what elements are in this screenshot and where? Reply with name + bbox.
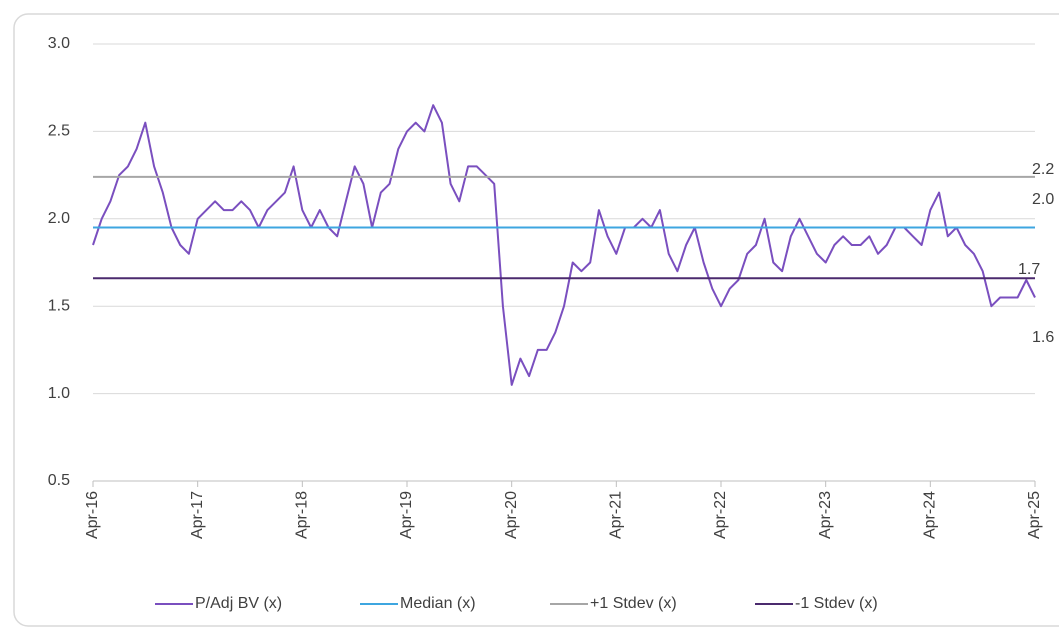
x-tick-label: Apr-24	[922, 491, 939, 539]
legend-label: P/Adj BV (x)	[195, 595, 282, 612]
x-tick-label: Apr-20	[503, 491, 520, 539]
legend-label: +1 Stdev (x)	[590, 595, 677, 612]
x-tick-label: Apr-18	[294, 491, 311, 539]
legend-label: Median (x)	[400, 595, 476, 612]
chart-frame	[13, 13, 1059, 627]
value-label: 1.6	[1032, 329, 1054, 346]
y-tick-label: 2.5	[48, 123, 70, 140]
value-label: 2.0	[1032, 191, 1054, 208]
y-tick-label: 2.0	[48, 210, 70, 227]
x-tick-label: Apr-19	[398, 491, 415, 539]
x-tick-label: Apr-22	[712, 491, 729, 539]
x-tick-label: Apr-17	[189, 491, 206, 539]
x-tick-label: Apr-23	[817, 491, 834, 539]
y-tick-label: 1.0	[48, 385, 70, 402]
x-tick-label: Apr-21	[608, 491, 625, 539]
y-tick-label: 1.5	[48, 297, 70, 314]
y-tick-label: 0.5	[48, 472, 70, 489]
y-tick-label: 3.0	[48, 35, 70, 52]
series-line	[92, 104, 1036, 386]
value-label: 2.2	[1032, 161, 1054, 178]
x-tick-label: Apr-16	[84, 491, 101, 539]
legend-label: -1 Stdev (x)	[795, 595, 878, 612]
value-label: 1.7	[1018, 261, 1040, 278]
x-tick-label: Apr-25	[1026, 491, 1043, 539]
